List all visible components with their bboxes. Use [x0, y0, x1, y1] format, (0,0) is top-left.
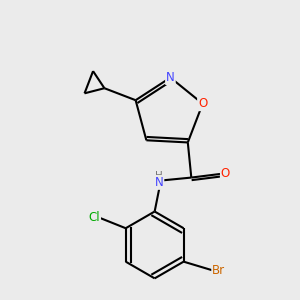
Text: O: O	[221, 167, 230, 180]
Text: H: H	[155, 171, 163, 181]
Text: N: N	[166, 71, 175, 84]
Text: Br: Br	[212, 264, 225, 277]
Text: O: O	[198, 97, 207, 110]
Text: Cl: Cl	[88, 212, 100, 224]
Text: N: N	[154, 176, 164, 189]
